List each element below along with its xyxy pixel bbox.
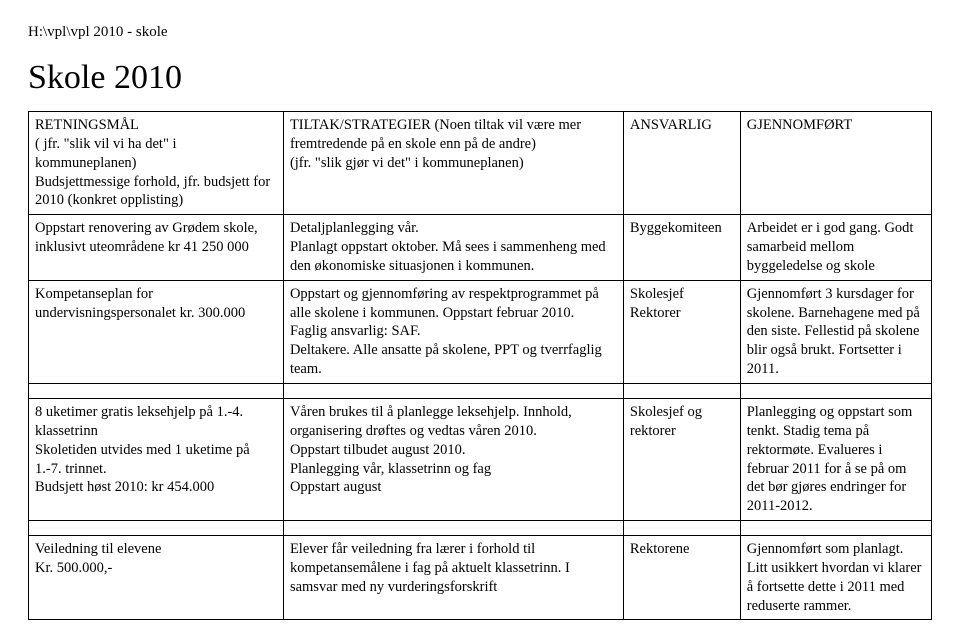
cell-responsible: Skolesjef og rektorer: [623, 398, 740, 520]
cell-goal: Kompetanseplan for undervisningspersonal…: [29, 280, 284, 383]
header-col3: ANSVARLIG: [623, 112, 740, 215]
cell-status: Planlegging og oppstart som tenkt. Stadi…: [740, 398, 931, 520]
header-col1: RETNINGSMÅL( jfr. "slik vil vi ha det" i…: [29, 112, 284, 215]
table-header-row: RETNINGSMÅL( jfr. "slik vil vi ha det" i…: [29, 112, 932, 215]
cell-status: Gjennomført 3 kursdager for skolene. Bar…: [740, 280, 931, 383]
table-row: Kompetanseplan for undervisningspersonal…: [29, 280, 932, 383]
cell-action: Elever får veiledning fra lærer i forhol…: [283, 536, 623, 620]
cell-responsible: Rektorene: [623, 536, 740, 620]
page-title: Skole 2010: [28, 59, 932, 97]
cell-status: Gjennomført som planlagt. Litt usikkert …: [740, 536, 931, 620]
cell-action: Oppstart og gjennomføring av respektprog…: [283, 280, 623, 383]
plan-table: RETNINGSMÅL( jfr. "slik vil vi ha det" i…: [28, 111, 932, 620]
table-gap-row: [29, 521, 932, 536]
table-row: Oppstart renovering av Grødem skole, ink…: [29, 215, 932, 281]
table-row: 8 uketimer gratis leksehjelp på 1.-4. kl…: [29, 398, 932, 520]
cell-status: Arbeidet er i god gang. Godt samarbeid m…: [740, 215, 931, 281]
header-col4: GJENNOMFØRT: [740, 112, 931, 215]
table-row: Veiledning til eleveneKr. 500.000,- Elev…: [29, 536, 932, 620]
breadcrumb: H:\vpl\vpl 2010 - skole: [28, 24, 932, 41]
cell-responsible: SkolesjefRektorer: [623, 280, 740, 383]
cell-goal: Veiledning til eleveneKr. 500.000,-: [29, 536, 284, 620]
cell-responsible: Byggekomiteen: [623, 215, 740, 281]
cell-action: Våren brukes til å planlegge leksehjelp.…: [283, 398, 623, 520]
cell-goal: 8 uketimer gratis leksehjelp på 1.-4. kl…: [29, 398, 284, 520]
table-gap-row: [29, 383, 932, 398]
header-col2: TILTAK/STRATEGIER (Noen tiltak vil være …: [283, 112, 623, 215]
cell-action: Detaljplanlegging vår.Planlagt oppstart …: [283, 215, 623, 281]
cell-goal: Oppstart renovering av Grødem skole, ink…: [29, 215, 284, 281]
